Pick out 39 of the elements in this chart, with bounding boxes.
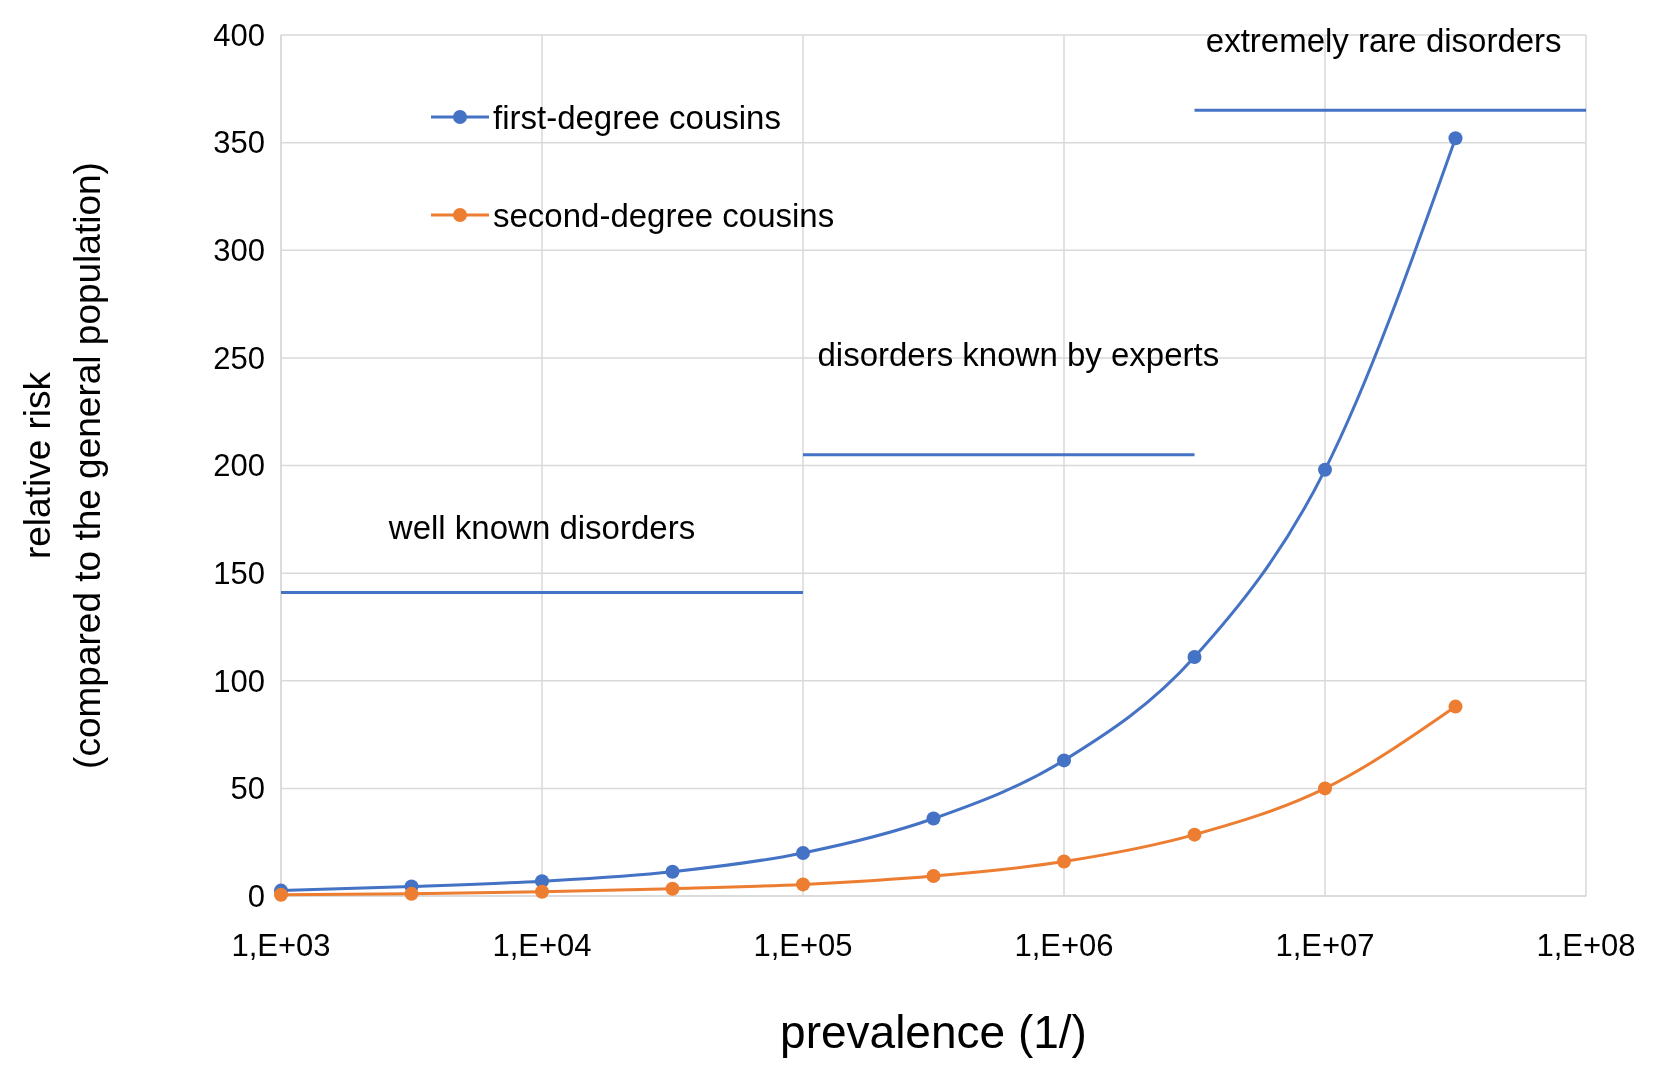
y-tick-label: 300 [213,233,265,269]
point [1187,827,1202,842]
point [404,886,419,901]
x-tick-label: 1,E+08 [1536,928,1636,963]
x-tick-label: 1,E+06 [1014,928,1114,963]
point [1318,462,1332,477]
point [796,845,810,860]
legend-label: first-degree cousins [493,98,781,136]
point [274,887,288,902]
legend-label: second-degree cousins [493,196,835,234]
annotation: extremely rare disorders [1205,22,1562,60]
y-tick-label: 150 [213,555,265,591]
y-tick-label: 0 [247,878,265,914]
y-axis-title: relative risk (compared to the general population) [17,162,108,769]
point [1057,854,1071,869]
point [1448,699,1463,714]
x-tick-label: 1,E+05 [753,928,853,963]
point [535,884,549,899]
x-tick-label: 1,E+04 [492,928,592,963]
point [796,877,810,892]
y-tick-label: 200 [213,448,265,484]
x-tick-label: 1,E+03 [231,928,331,963]
x-tick-label: 1,E+07 [1275,928,1375,963]
y-tick-label: 400 [213,17,265,53]
point [1448,131,1463,146]
point [926,868,941,883]
point [665,881,680,896]
y-tick-label: 100 [213,663,265,699]
x-axis-title: prevalence (1/) [780,1006,1087,1058]
y-tick-label: 250 [213,340,265,376]
y-tick-label: 50 [230,771,265,807]
point [1318,781,1332,796]
point [1187,650,1202,665]
point [665,864,680,879]
y-tick-label: 350 [213,125,265,161]
annotation: disorders known by experts [817,336,1220,374]
annotation: well known disorders [387,508,696,546]
point [1057,753,1071,768]
point [926,811,941,826]
